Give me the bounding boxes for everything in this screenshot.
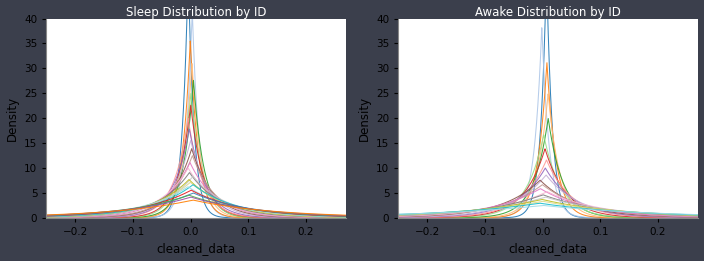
X-axis label: cleaned_data: cleaned_data (509, 242, 588, 256)
Title: Sleep Distribution by ID: Sleep Distribution by ID (126, 5, 267, 19)
Title: Awake Distribution by ID: Awake Distribution by ID (475, 5, 622, 19)
Y-axis label: Density: Density (6, 96, 18, 141)
Y-axis label: Density: Density (358, 96, 370, 141)
X-axis label: cleaned_data: cleaned_data (157, 242, 236, 256)
